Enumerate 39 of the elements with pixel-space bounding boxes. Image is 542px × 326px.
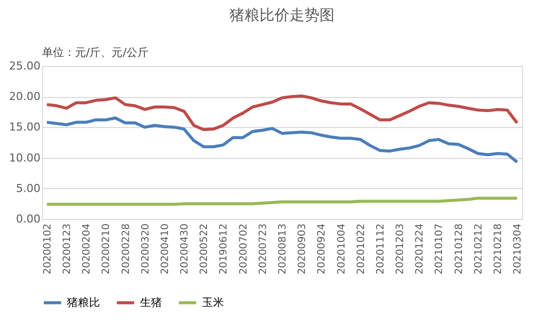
x-tick-label: 20210212	[473, 224, 484, 274]
x-tick-label: 20210304	[512, 224, 524, 274]
x-tick-label: 20200813	[278, 224, 288, 274]
legend-label: 玉米	[202, 296, 224, 309]
x-tick-label: 20200723	[258, 224, 269, 274]
y-tick-label: 25.00	[9, 60, 40, 72]
x-tick-label: 20200204	[82, 224, 93, 274]
x-tick-label: 20210107	[434, 224, 446, 274]
x-tick-label: 20200924	[316, 224, 328, 274]
x-tick-label: 20200102	[42, 224, 54, 274]
x-tick-label: 20201203	[395, 224, 406, 274]
x-tick-label: 20190612	[218, 224, 230, 274]
x-tick-label: 20200210	[101, 224, 112, 274]
line-series	[45, 94, 519, 132]
legend-label: 猪粮比	[67, 296, 100, 309]
y-tick-label: 20.00	[9, 90, 40, 104]
legend-label: 生猪	[140, 296, 162, 309]
x-tick-label: 20210218	[493, 224, 504, 274]
x-tick-label: 20200430	[180, 224, 191, 274]
line-series	[45, 116, 519, 164]
x-tick-label: 20200123	[62, 224, 73, 274]
x-tick-label: 20210128	[454, 224, 465, 274]
y-tick-label: 0.00	[16, 212, 40, 226]
x-tick-label: 20200522	[199, 224, 210, 274]
x-tick-label: 20201004	[336, 224, 348, 274]
x-tick-label: 20201022	[356, 224, 367, 274]
x-tick-label: 20200228	[120, 224, 132, 274]
x-tick-label: 20201224	[414, 224, 426, 274]
y-tick-label: 15.00	[9, 120, 40, 134]
x-tick-label: 20201112	[375, 224, 386, 274]
x-tick-label: 20200410	[160, 224, 171, 274]
y-tick-label: 5.00	[16, 182, 40, 195]
chart-title: 猪粮比价走势图	[230, 6, 334, 24]
y-tick-label: 10.00	[9, 151, 40, 164]
x-tick-label: 20200903	[297, 224, 308, 274]
x-tick-label: 20200702	[238, 224, 250, 274]
line-series	[45, 196, 519, 206]
text: 单位：元/斤、元/公斤	[42, 46, 148, 59]
x-tick-label: 20200320	[140, 224, 152, 274]
